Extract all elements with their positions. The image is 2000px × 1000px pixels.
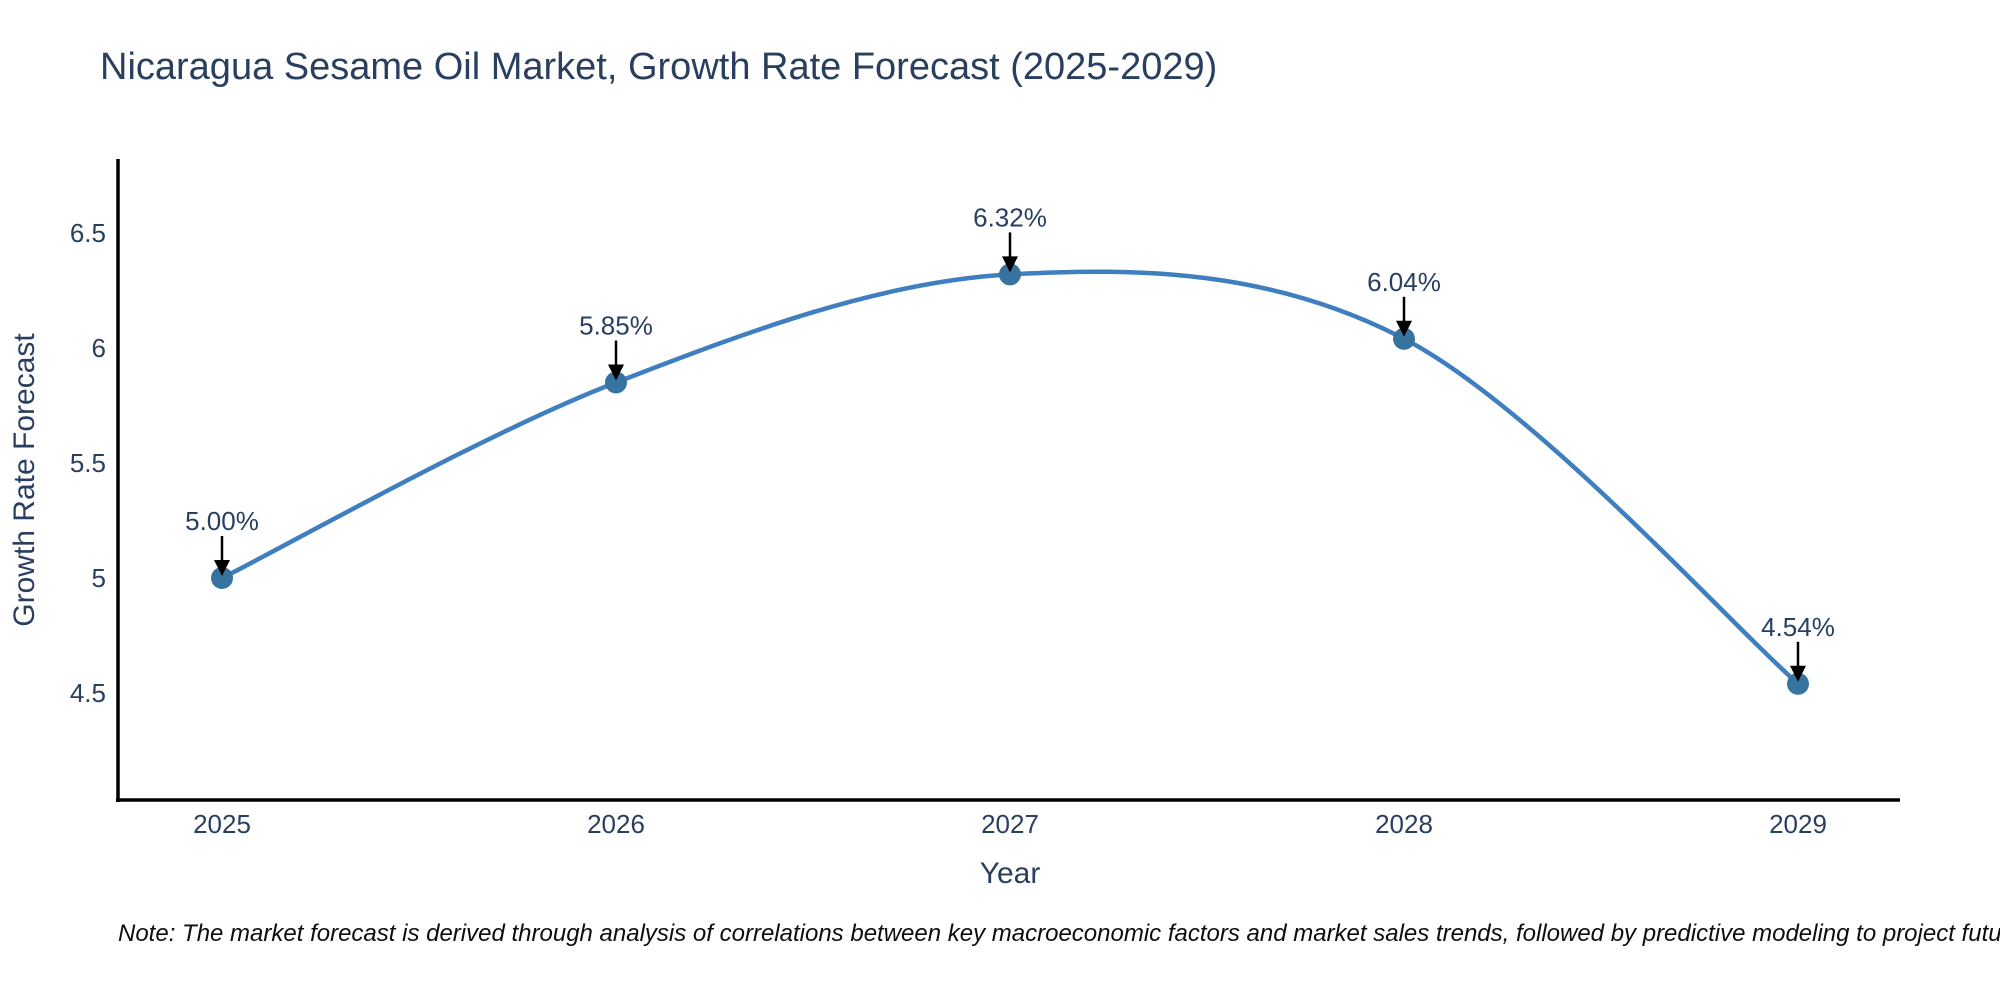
forecast-line <box>219 269 1801 687</box>
data-point-label: 4.54% <box>1761 612 1835 642</box>
x-tick-label: 2026 <box>587 809 645 839</box>
annotation-arrow-head <box>1790 665 1806 682</box>
x-tick-label: 2028 <box>1375 809 1433 839</box>
x-axis-title: Year <box>979 857 1041 890</box>
y-tick-label: 4.5 <box>70 678 106 708</box>
data-point-label: 5.85% <box>579 311 653 341</box>
y-tick-label: 5.5 <box>70 448 106 478</box>
y-tick-label: 5 <box>92 563 106 593</box>
y-tick-label: 6.5 <box>70 218 106 248</box>
x-tick-label: 2027 <box>981 809 1039 839</box>
data-point-marker[interactable] <box>605 371 627 394</box>
chart-footnote: Note: The market forecast is derived thr… <box>118 920 2000 947</box>
annotation-arrow-head <box>1396 320 1412 337</box>
data-point-label: 6.32% <box>973 202 1047 232</box>
data-point-marker[interactable] <box>999 263 1021 286</box>
x-tick-label: 2029 <box>1769 809 1827 839</box>
data-point-label: 6.04% <box>1367 267 1441 297</box>
data-point-marker[interactable] <box>1787 672 1809 695</box>
annotation-arrow-head <box>1002 256 1018 273</box>
x-tick-label: 2025 <box>193 809 251 839</box>
annotation-arrow-head <box>214 560 230 576</box>
annotation-arrow-head <box>608 364 624 381</box>
data-point-label: 5.00% <box>185 506 259 536</box>
data-point-marker[interactable] <box>211 567 233 589</box>
y-tick-label: 6 <box>92 333 106 363</box>
data-point-marker[interactable] <box>1393 327 1415 350</box>
chart-title: Nicaragua Sesame Oil Market, Growth Rate… <box>100 46 1218 88</box>
